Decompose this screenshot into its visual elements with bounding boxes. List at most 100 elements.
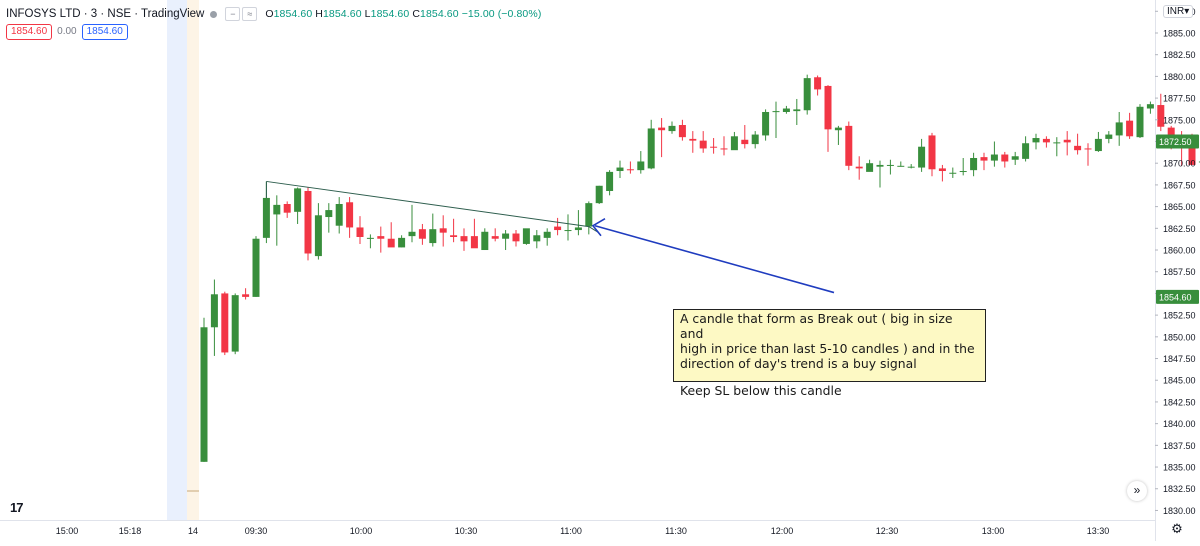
time-tick-label: 10:30 bbox=[455, 526, 478, 536]
candle bbox=[658, 118, 665, 157]
bid-price[interactable]: 1854.60 bbox=[6, 24, 52, 40]
candle bbox=[741, 125, 748, 148]
session-break-band bbox=[167, 0, 187, 520]
candle bbox=[544, 228, 551, 245]
price-axis[interactable]: 1887.501885.001882.501880.001877.501875.… bbox=[1155, 7, 1199, 516]
hide-legend-icon[interactable]: − bbox=[225, 7, 240, 21]
candle-body bbox=[773, 111, 780, 112]
candle bbox=[554, 218, 561, 235]
candle bbox=[429, 214, 436, 247]
candle bbox=[273, 195, 280, 245]
candle-body bbox=[1085, 148, 1092, 149]
candle bbox=[845, 122, 852, 171]
candle-body bbox=[731, 136, 738, 150]
candle bbox=[918, 139, 925, 172]
candle-body bbox=[877, 165, 884, 167]
current-price-label-text: 1854.60 bbox=[1159, 292, 1192, 302]
currency-selector[interactable]: INR▾ bbox=[1163, 5, 1193, 18]
candle bbox=[710, 138, 717, 154]
candle bbox=[221, 292, 228, 355]
candle bbox=[970, 153, 977, 176]
candle-body bbox=[1147, 104, 1154, 108]
candle bbox=[1001, 152, 1008, 168]
candle bbox=[929, 133, 936, 176]
time-tick-label: 10:00 bbox=[350, 526, 373, 536]
candle-body bbox=[315, 215, 322, 256]
candle-body bbox=[752, 135, 759, 145]
candle bbox=[305, 188, 312, 261]
candle bbox=[804, 75, 811, 115]
candle bbox=[398, 235, 405, 247]
time-tick-label: 13:00 bbox=[982, 526, 1005, 536]
candle bbox=[835, 126, 842, 145]
candle bbox=[897, 161, 904, 166]
gear-icon[interactable]: ⚙ bbox=[1170, 522, 1184, 536]
candle-body bbox=[502, 234, 509, 239]
candle bbox=[357, 216, 364, 244]
annotation-gap bbox=[680, 371, 979, 383]
candle bbox=[679, 120, 686, 141]
candle-body bbox=[263, 198, 270, 238]
price-tick-label: 1882.50 bbox=[1163, 50, 1196, 60]
candle-body bbox=[336, 204, 343, 226]
candle bbox=[325, 203, 332, 233]
price-tick-label: 1875.00 bbox=[1163, 115, 1196, 125]
candle bbox=[606, 170, 613, 195]
candle bbox=[201, 318, 208, 462]
candle bbox=[388, 222, 395, 247]
candle bbox=[752, 131, 759, 148]
candle bbox=[440, 215, 447, 246]
close-value: 1854.60 bbox=[420, 8, 459, 20]
tradingview-logo-icon[interactable]: 17 bbox=[10, 500, 22, 515]
ask-price[interactable]: 1854.60 bbox=[82, 24, 128, 40]
trendline-upper bbox=[266, 181, 588, 226]
candle bbox=[1043, 136, 1050, 147]
candle-body bbox=[679, 125, 686, 137]
candle bbox=[783, 106, 790, 114]
candle-body bbox=[835, 128, 842, 131]
annotation-line-4: Keep SL below this candle bbox=[680, 383, 979, 398]
candle bbox=[825, 85, 832, 152]
candle-body bbox=[981, 157, 988, 160]
candle bbox=[450, 219, 457, 242]
candle bbox=[617, 161, 624, 178]
chevron-double-right-icon[interactable]: » bbox=[1127, 481, 1147, 501]
candle bbox=[1012, 152, 1019, 165]
candle bbox=[1022, 136, 1029, 161]
premarket-band bbox=[187, 0, 199, 520]
candle-body bbox=[429, 229, 436, 243]
candle bbox=[461, 228, 468, 251]
price-tick-label: 1867.50 bbox=[1163, 180, 1196, 190]
candle bbox=[565, 214, 572, 240]
candles-layer[interactable] bbox=[201, 75, 1200, 462]
candle-body bbox=[325, 210, 332, 217]
annotation-line-3: direction of day's trend is a buy signal bbox=[680, 356, 979, 371]
candle bbox=[533, 230, 540, 248]
candle bbox=[596, 186, 603, 204]
candle bbox=[1064, 131, 1071, 155]
price-tick-label: 1837.50 bbox=[1163, 441, 1196, 451]
candle-body bbox=[866, 163, 873, 172]
candle bbox=[960, 158, 967, 175]
candle-body bbox=[544, 232, 551, 238]
annotation-note[interactable]: A candle that form as Break out ( big in… bbox=[673, 309, 986, 382]
candle-body bbox=[669, 126, 676, 131]
candle bbox=[585, 201, 592, 234]
candle-body bbox=[357, 227, 364, 237]
candle bbox=[669, 122, 676, 134]
candle-body bbox=[929, 135, 936, 169]
candle-body bbox=[939, 168, 946, 171]
price-tick-label: 1870.00 bbox=[1163, 159, 1196, 169]
candle-body bbox=[575, 227, 582, 230]
time-tick-label: 15:18 bbox=[119, 526, 142, 536]
collapse-legend-icon[interactable]: ≈ bbox=[242, 7, 257, 21]
symbol-legend[interactable]: INFOSYS LTD · 3 · NSE · TradingView − ≈ … bbox=[6, 6, 541, 22]
price-tick-label: 1847.50 bbox=[1163, 354, 1196, 364]
candle bbox=[253, 236, 260, 297]
candle-body bbox=[1053, 142, 1060, 143]
candle bbox=[866, 160, 873, 172]
symbol-title[interactable]: INFOSYS LTD · 3 · NSE · TradingView bbox=[6, 8, 204, 20]
